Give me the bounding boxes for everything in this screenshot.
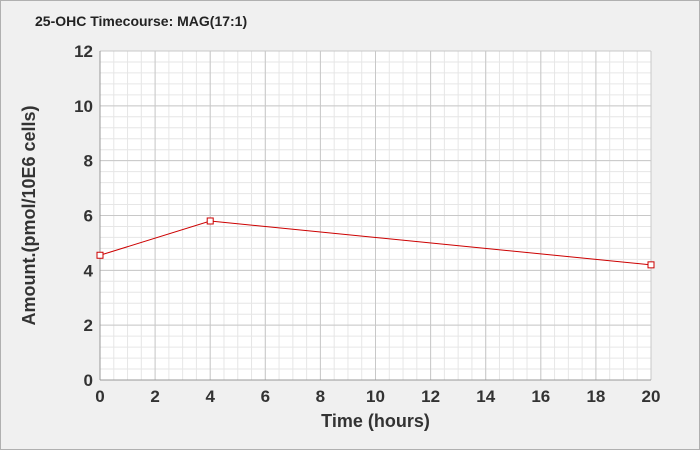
y-axis-title: Amount.(pmol/10E6 cells) (19, 105, 39, 325)
y-tick-label: 0 (84, 371, 93, 390)
y-tick-label: 2 (84, 316, 93, 335)
x-tick-label: 4 (205, 387, 215, 406)
x-tick-label: 20 (642, 387, 661, 406)
x-axis-title: Time (hours) (321, 411, 430, 431)
y-tick-label: 8 (84, 152, 93, 171)
data-point-marker (647, 261, 655, 269)
data-point-marker (96, 251, 104, 259)
x-tick-label: 0 (95, 387, 104, 406)
y-tick-label: 10 (74, 97, 93, 116)
x-tick-label: 12 (421, 387, 440, 406)
y-tick-label: 12 (74, 42, 93, 61)
y-tick-label: 4 (84, 261, 94, 280)
x-tick-label: 6 (261, 387, 270, 406)
x-tick-label: 16 (531, 387, 550, 406)
x-tick-label: 10 (366, 387, 385, 406)
x-tick-label: 8 (316, 387, 325, 406)
x-tick-label: 14 (476, 387, 495, 406)
data-point-marker (206, 217, 214, 225)
y-tick-label: 6 (84, 207, 93, 226)
chart-title: 25-OHC Timecourse: MAG(17:1) (35, 13, 248, 29)
x-tick-label: 18 (586, 387, 605, 406)
x-tick-label: 2 (150, 387, 159, 406)
